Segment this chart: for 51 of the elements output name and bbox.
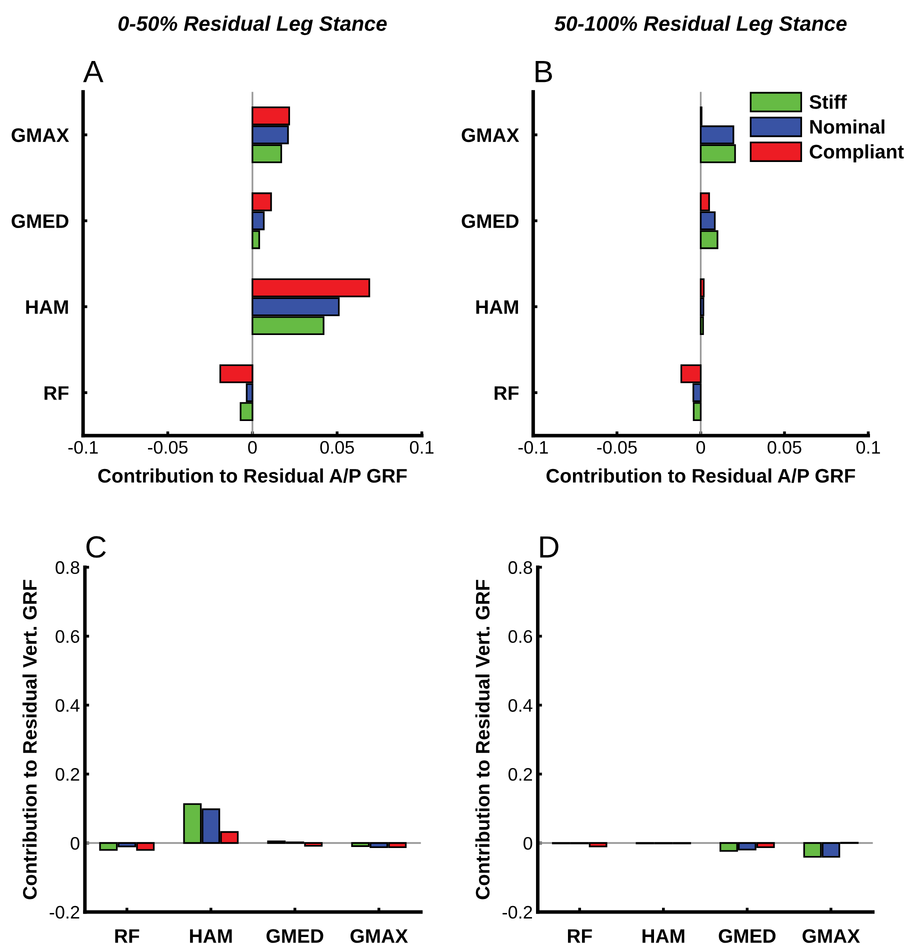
chart-title: 50-100% Residual Leg Stance xyxy=(554,16,847,36)
y-tick-label: 0.2 xyxy=(56,768,80,781)
y-tick-label: 0.4 xyxy=(56,699,80,712)
y-tick-label: GMED xyxy=(462,214,518,228)
y-tick-label: 0.6 xyxy=(56,630,80,643)
x-tick-label: 0.1 xyxy=(856,440,880,454)
y-tick-label: HAM xyxy=(26,300,68,314)
legend-label: Compliant xyxy=(810,144,904,162)
y-tick-label: GMAX xyxy=(12,128,70,142)
x-axis-title: Contribution to Residual A/P GRF xyxy=(546,468,856,483)
x-tick-label: HAM xyxy=(190,929,232,943)
x-tick-label: -0.1 xyxy=(518,440,548,454)
x-tick-label: RF xyxy=(568,929,592,943)
x-tick-label: -0.05 xyxy=(148,440,188,454)
y-tick-label: GMED xyxy=(12,214,68,228)
x-axis-title: Contribution to Residual A/P GRF xyxy=(98,468,407,483)
x-tick-label: 0.05 xyxy=(768,440,802,454)
x-tick-label: 0.05 xyxy=(320,440,354,454)
x-tick-label: GMAX xyxy=(802,929,860,943)
x-tick-label: -0.05 xyxy=(597,440,637,454)
y-tick-label: GMAX xyxy=(462,128,520,142)
y-tick-label: 0.2 xyxy=(508,768,532,781)
legend-label: Stiff xyxy=(810,94,847,109)
y-tick-label: 0.8 xyxy=(56,561,80,574)
text: A xyxy=(83,61,104,82)
text: C xyxy=(86,536,106,558)
x-tick-label: -0.1 xyxy=(68,440,98,454)
x-tick-label: RF xyxy=(115,929,140,943)
y-tick-label: 0 xyxy=(524,836,532,850)
y-tick-label: HAM xyxy=(476,300,518,314)
y-tick-label: -0.2 xyxy=(50,906,80,919)
text: B xyxy=(536,61,552,82)
legend-label: Nominal xyxy=(810,119,884,134)
text: D xyxy=(540,536,558,558)
x-tick-label: GMED xyxy=(718,929,776,943)
y-axis-title: Contribution to Residual Vert. GRF xyxy=(475,580,490,900)
y-tick-label: RF xyxy=(494,386,519,400)
x-tick-label: 0 xyxy=(696,440,706,454)
y-tick-label: 0 xyxy=(70,836,80,850)
x-tick-label: GMAX xyxy=(350,929,408,943)
x-tick-label: GMED xyxy=(266,929,324,943)
chart-title: 0-50% Residual Leg Stance xyxy=(118,16,387,36)
y-axis-title: Contribution to Residual Vert. GRF xyxy=(22,580,37,900)
y-tick-label: 0.6 xyxy=(508,630,532,643)
x-tick-label: 0.1 xyxy=(410,440,434,454)
y-tick-label: -0.2 xyxy=(502,906,532,919)
x-tick-label: HAM xyxy=(642,929,684,943)
y-tick-label: RF xyxy=(44,386,68,400)
y-tick-label: 0.4 xyxy=(508,699,532,712)
x-tick-label: 0 xyxy=(248,440,257,454)
y-tick-label: 0.8 xyxy=(508,561,532,574)
